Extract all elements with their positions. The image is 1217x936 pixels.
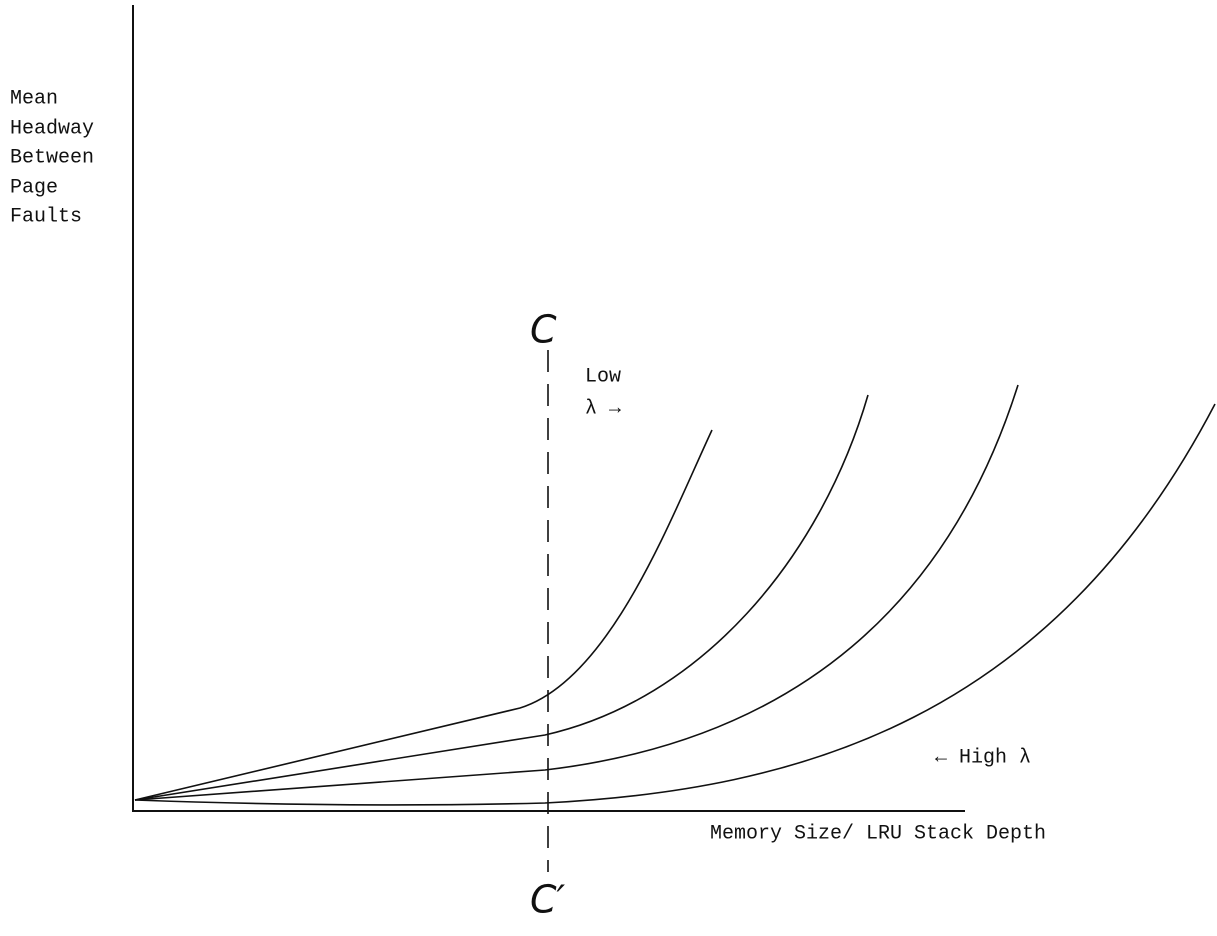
x-label: Memory Size/ LRU Stack Depth [710, 822, 1046, 845]
y-label: Faults [10, 205, 82, 228]
c-top-label: C [530, 308, 557, 352]
low-label: Low [585, 365, 621, 388]
low-label: λ → [585, 397, 621, 420]
y-label: Headway [10, 117, 94, 140]
y-label: Mean [10, 87, 58, 110]
curve [134, 384, 1019, 801]
y-label: Page [10, 176, 58, 199]
y-label: Between [10, 146, 94, 169]
high-label: ← High λ [935, 746, 1031, 769]
curve-high [134, 403, 1216, 806]
c-bottom-label: C′ [530, 878, 566, 922]
curve [134, 394, 869, 801]
curve-low [134, 429, 713, 801]
